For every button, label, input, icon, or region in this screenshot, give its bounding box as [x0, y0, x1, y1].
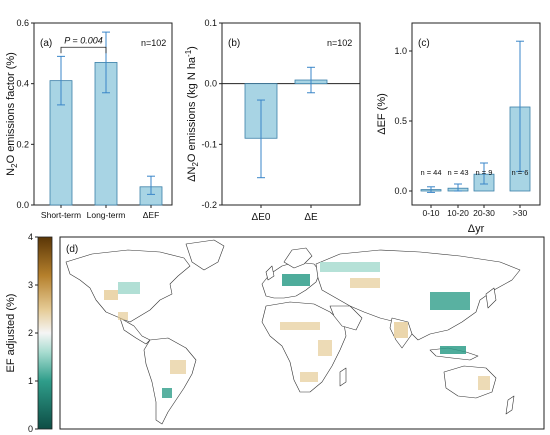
- map-panel-label: (d): [66, 244, 78, 255]
- patch-argentina: [162, 388, 172, 398]
- south-america: [143, 337, 197, 425]
- patch-mexico: [118, 312, 128, 320]
- panel-b-label: (b): [228, 38, 240, 49]
- patch-europe: [282, 274, 310, 286]
- japan: [485, 287, 497, 309]
- map-patches: [104, 262, 490, 398]
- panel-c-xlabel: Δyr: [468, 223, 485, 235]
- category-label: >30: [513, 208, 528, 218]
- panel-a-n-label: n=102: [141, 38, 166, 48]
- asia: [315, 249, 521, 341]
- colorbar-tick-label: 0: [28, 424, 33, 434]
- n-label: n = 9: [476, 168, 493, 177]
- category-label: 20-30: [473, 208, 495, 218]
- colorbar-gradient: [37, 236, 53, 430]
- ytick-label: 0.1: [204, 18, 217, 28]
- ytick-label: 0.4: [16, 79, 29, 89]
- scandinavia: [283, 247, 313, 269]
- ytick-label: -0.1: [201, 139, 217, 149]
- patch-sahel: [280, 322, 320, 330]
- patch-southern-africa: [300, 372, 318, 382]
- category-label: ΔE0: [252, 212, 271, 223]
- category-label: Long-term: [87, 210, 126, 220]
- panel-c-label: (c): [418, 38, 430, 49]
- n-label: n = 43: [447, 168, 468, 177]
- colorbar-tick-label: 1: [28, 376, 33, 386]
- ytick-label: 0.2: [16, 139, 29, 149]
- patch-us-plains: [104, 290, 118, 300]
- panel-b-frame: [221, 22, 361, 206]
- patch-australia-east: [478, 376, 490, 390]
- panel-b-n-label: n=102: [327, 38, 352, 48]
- ytick-label: 0.5: [394, 116, 407, 126]
- colorbar-tick-label: 3: [28, 280, 33, 290]
- new-zealand: [505, 395, 515, 415]
- category-label: Short-term: [41, 210, 81, 220]
- panel-b: (b) n=102 ΔN2O emissions (kg N ha-1) -0.…: [184, 18, 361, 223]
- patch-brazil: [170, 360, 186, 374]
- panel-a-ylabel: N2O emissions factor (%): [5, 52, 19, 176]
- patch-seasia: [440, 346, 466, 354]
- panel-b-plot: -0.2 -0.1 0.0 0.1 ΔE0 ΔE: [201, 18, 360, 223]
- category-label: ΔEF: [143, 210, 160, 220]
- madagascar: [339, 367, 347, 387]
- patch-us-midwest: [118, 282, 140, 294]
- colorbar-tick-label: 2: [28, 328, 33, 338]
- ytick-label: 0.0: [394, 186, 407, 196]
- n-label: n = 44: [420, 168, 441, 177]
- category-label: ΔE: [304, 212, 318, 223]
- colorbar-label: EF adjusted (%): [5, 294, 17, 373]
- patch-east-africa: [318, 340, 332, 356]
- arabia: [329, 305, 363, 331]
- map-panel: (d): [59, 236, 545, 430]
- colorbar-ticks: 0 1 2 3 4: [28, 232, 38, 434]
- uk: [265, 265, 275, 281]
- panel-c: (c) ΔEF (%) Δyr 0.0 0.5 1.0 0-10 n = 44 10-20…: [376, 22, 541, 235]
- patch-india: [394, 322, 408, 338]
- ytick-label: 0.0: [204, 79, 217, 89]
- panel-b-ylabel: ΔN2O emissions (kg N ha-1): [184, 46, 200, 182]
- category-label: 0-10: [422, 208, 439, 218]
- p-value-label: P = 0.004: [64, 35, 102, 45]
- n-label: n = 6: [512, 168, 529, 177]
- patch-kazakh: [350, 278, 380, 288]
- panel-a-label: (a): [40, 38, 52, 49]
- category-label: 10-20: [447, 208, 469, 218]
- ytick-label: 0.6: [16, 18, 29, 28]
- significance-bracket: [60, 46, 107, 54]
- panel-c-ylabel: ΔEF (%): [376, 93, 388, 135]
- panel-a-plot: 0.0 0.2 0.4 0.6 Short-term Long-term ΔEF P = 0.…: [16, 18, 163, 220]
- patch-russia: [320, 262, 380, 272]
- patch-china: [430, 292, 470, 310]
- panel-c-plot: 0.0 0.5 1.0 0-10 n = 44 10-20 n = 43 20-30 n = 9…: [394, 40, 531, 218]
- panel-c-frame: [411, 22, 541, 206]
- ytick-label: 0.0: [16, 200, 29, 210]
- greenland: [185, 239, 225, 271]
- panel-a: (a) n=102 N2O emissions factor (%) 0.00.…: [5, 18, 173, 220]
- ytick-label: -0.2: [201, 200, 217, 210]
- colorbar: EF adjusted (%) 0 1 2 3 4: [5, 232, 53, 434]
- central-america: [119, 317, 151, 345]
- colorbar-tick-label: 4: [28, 232, 33, 242]
- ytick-label: 1.0: [394, 46, 407, 56]
